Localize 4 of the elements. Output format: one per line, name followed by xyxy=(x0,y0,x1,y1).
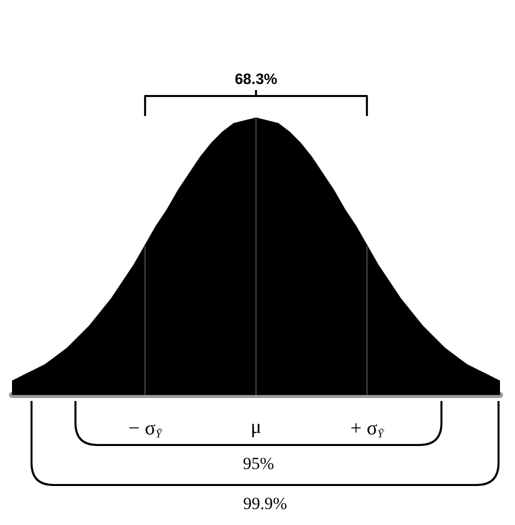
text: 68.3% xyxy=(234,71,278,88)
text: 95% xyxy=(242,454,274,473)
x-tick-label: μ xyxy=(250,416,262,438)
text: 99.9% xyxy=(243,494,287,513)
